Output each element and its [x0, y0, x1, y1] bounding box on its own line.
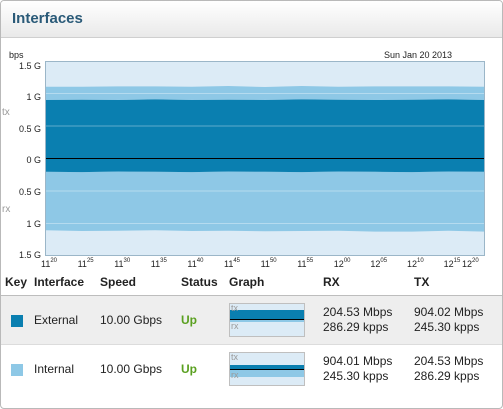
chart-border: [45, 61, 485, 256]
table-row[interactable]: External 10.00 Gbps Up tx rx 204.53 Mbps…: [1, 296, 502, 345]
y-tick-label: 0.5 G: [18, 187, 41, 197]
area-internal-tx: [45, 86, 485, 100]
x-tick-label: 1200: [333, 258, 351, 269]
key-swatch: [11, 315, 23, 327]
tx-pps: 245.30 kpps: [414, 320, 480, 334]
tx-values: 904.02 Mbps 245.30 kpps: [414, 305, 483, 335]
table-row[interactable]: Internal 10.00 Gbps Up tx rx 904.01 Mbps…: [1, 345, 502, 393]
mini-graph-rx-label: rx: [231, 370, 239, 380]
header-interface: Interface: [34, 275, 85, 289]
mini-graph-plot: [230, 304, 304, 336]
x-tick-label: 1125: [77, 258, 94, 269]
key-swatch: [11, 364, 23, 376]
rx-side-label: rx: [2, 204, 11, 215]
y-tick-label: 0 G: [26, 155, 41, 165]
y-tick-label: 0.5 G: [18, 124, 41, 134]
rx-bps: 204.53 Mbps: [323, 305, 393, 319]
chart-date-label: Sun Jan 20 2013: [384, 50, 453, 60]
mini-graph[interactable]: tx rx: [229, 303, 305, 337]
x-tick-label: 1140: [187, 258, 204, 269]
x-tick-label: 1205: [370, 258, 388, 269]
x-tick-label: 1150: [260, 258, 277, 269]
mini-graph-plot: [230, 353, 304, 385]
y-tick-label: 1 G: [26, 219, 41, 229]
rx-bps: 904.01 Mbps: [323, 354, 393, 368]
area-internal-rx: [45, 171, 485, 232]
interface-speed: 10.00 Gbps: [100, 362, 163, 376]
x-tick-label: 1215: [443, 258, 461, 269]
interface-name: Internal: [34, 362, 75, 376]
table-header: Key Interface Speed Status Graph RX TX: [1, 273, 502, 296]
mini-graph-tx-label: tx: [231, 303, 239, 313]
interface-speed: 10.00 Gbps: [100, 313, 163, 327]
header-speed: Speed: [100, 275, 137, 289]
mini-graph[interactable]: tx rx: [229, 352, 305, 386]
panel-title: Interfaces: [12, 10, 83, 27]
header-status: Status: [181, 275, 218, 289]
x-tick-label: 1210: [407, 258, 424, 269]
rx-values: 204.53 Mbps 286.29 kpps: [323, 305, 392, 335]
x-tick-label: 1155: [297, 258, 314, 269]
rx-pps: 245.30 kpps: [323, 369, 389, 383]
y-tick-label: 1 G: [26, 92, 41, 102]
tx-pps: 286.29 kpps: [414, 369, 480, 383]
y-tick-label: 1.5 G: [18, 61, 41, 71]
x-tick-label: 1145: [224, 258, 241, 269]
x-tick-label: 1130: [114, 258, 131, 269]
panel-header: Interfaces: [1, 1, 502, 38]
interface-status: Up: [181, 313, 197, 327]
tx-side-label: tx: [2, 107, 10, 118]
mini-graph-rx-label: rx: [231, 321, 239, 331]
interface-name: External: [34, 313, 79, 327]
x-tick-label: 1120: [41, 258, 58, 269]
rx-values: 904.01 Mbps 245.30 kpps: [323, 354, 392, 384]
interface-status: Up: [181, 362, 197, 376]
traffic-chart: [45, 61, 485, 256]
area-external-rx: [45, 158, 485, 173]
tx-bps: 204.53 Mbps: [414, 354, 484, 368]
x-tick-label: 1135: [150, 258, 167, 269]
header-rx: RX: [323, 275, 340, 289]
header-tx: TX: [414, 275, 430, 289]
area-external-tx: [45, 99, 485, 159]
rx-pps: 286.29 kpps: [323, 320, 389, 334]
tx-values: 204.53 Mbps 286.29 kpps: [414, 354, 483, 384]
x-tick-label: 1220: [462, 258, 479, 269]
y-tick-label: 1.5 G: [18, 250, 41, 260]
header-key: Key: [5, 275, 28, 289]
chart-unit-label: bps: [9, 50, 24, 60]
tx-bps: 904.02 Mbps: [414, 305, 484, 319]
header-graph: Graph: [229, 275, 265, 289]
mini-graph-tx-label: tx: [231, 352, 239, 362]
